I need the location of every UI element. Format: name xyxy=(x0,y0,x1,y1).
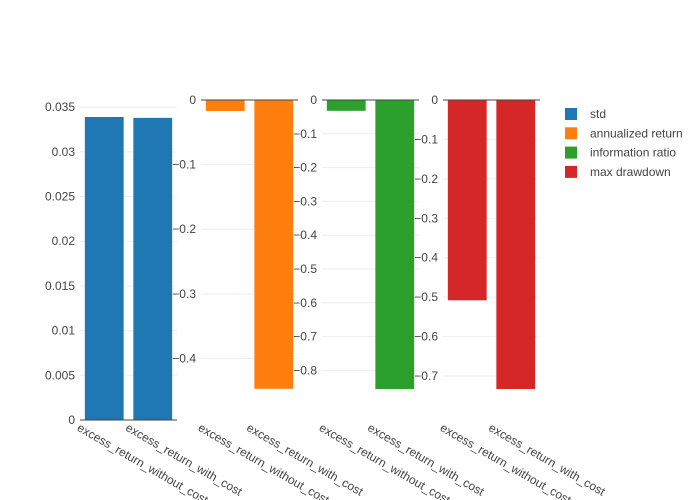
y-tick-label: −0.2 xyxy=(293,161,317,175)
y-tick-label: −0.4 xyxy=(293,228,317,242)
y-tick-label: −0.2 xyxy=(172,222,196,236)
subplot-4: 0−0.1−0.2−0.3−0.4−0.5−0.6−0.7excess_retu… xyxy=(414,93,608,500)
y-tick-label: −0.1 xyxy=(414,132,438,146)
y-tick-label: 0.01 xyxy=(52,324,76,338)
legend-label: std xyxy=(590,107,606,121)
y-tick-label: 0 xyxy=(68,413,75,427)
y-tick-label: −0.8 xyxy=(293,363,317,377)
y-tick-label: −0.3 xyxy=(414,211,438,225)
legend-swatch-annualized-return xyxy=(565,127,577,140)
y-tick-label: 0.03 xyxy=(52,145,76,159)
y-tick-label: −0.1 xyxy=(172,158,196,172)
legend-label: max drawdown xyxy=(590,165,671,179)
y-tick-label: 0 xyxy=(310,93,317,107)
y-tick-label: −0.4 xyxy=(172,351,196,365)
legend-swatch-information-ratio xyxy=(565,146,577,159)
y-tick-label: −0.5 xyxy=(414,290,438,304)
legend-swatch-max-drawdown xyxy=(565,165,577,178)
bar-information-ratio-1 xyxy=(326,100,366,111)
y-tick-label: −0.3 xyxy=(293,194,317,208)
y-tick-label: −0.6 xyxy=(293,296,317,310)
y-tick-label: 0 xyxy=(431,93,438,107)
y-tick-label: 0.02 xyxy=(52,234,76,248)
y-tick-label: −0.5 xyxy=(293,262,317,276)
bar-information-ratio-2 xyxy=(375,100,415,390)
y-tick-label: −0.6 xyxy=(414,330,438,344)
legend: std annualized return information ratio max… xyxy=(565,107,683,179)
y-tick-label: −0.4 xyxy=(414,251,438,265)
bar-max-drawdown-2 xyxy=(496,100,536,390)
bar-max-drawdown-1 xyxy=(447,100,487,301)
legend-swatch-std xyxy=(565,108,577,120)
y-tick-label: −0.1 xyxy=(293,127,317,141)
y-tick-label: 0.005 xyxy=(45,368,75,382)
legend-label: information ratio xyxy=(590,146,676,160)
bar-std-2 xyxy=(133,117,173,420)
bar-annualized-return-1 xyxy=(205,100,245,111)
bar-std-1 xyxy=(84,116,124,420)
y-tick-label: 0 xyxy=(189,93,196,107)
bar-annualized-return-2 xyxy=(254,100,294,389)
y-tick-label: −0.2 xyxy=(414,172,438,186)
y-tick-label: 0.035 xyxy=(45,100,75,114)
y-tick-label: 0.025 xyxy=(45,190,75,204)
y-tick-label: 0.015 xyxy=(45,279,75,293)
y-tick-label: −0.3 xyxy=(172,287,196,301)
y-tick-label: −0.7 xyxy=(414,369,438,383)
y-tick-label: −0.7 xyxy=(293,330,317,344)
legend-label: annualized return xyxy=(590,126,683,140)
